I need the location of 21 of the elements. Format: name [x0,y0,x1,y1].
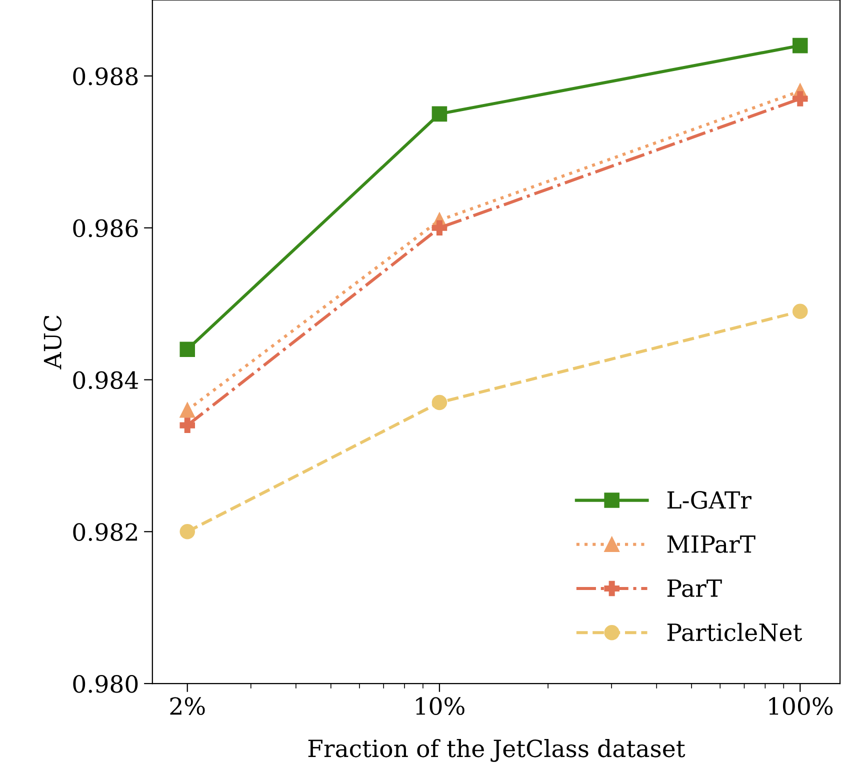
x-tick-label: 2% [170,697,205,716]
y-axis-title: AUC [44,316,62,370]
legend-label: L-GATr [667,491,752,509]
y-tick-label: 0.984 [73,371,138,390]
point [792,304,808,320]
y-tick-label: 0.988 [73,67,138,86]
point [180,418,196,433]
y-tick-label: 0.986 [73,219,138,238]
point [792,38,808,54]
legend-label: ParT [667,580,722,598]
x-axis-title: Fraction of the JetClass dataset [308,739,686,762]
point [792,91,808,106]
legend-label: MIParT [667,535,756,553]
legend-label: ParticleNet [667,622,802,642]
x-tick-label: 10% [416,697,464,716]
point [180,524,196,540]
point [180,402,196,418]
y-tick-label: 0.980 [73,674,138,693]
x-tick-label: 100% [769,697,833,716]
y-tick-label: 0.982 [73,523,137,541]
point [180,342,196,358]
